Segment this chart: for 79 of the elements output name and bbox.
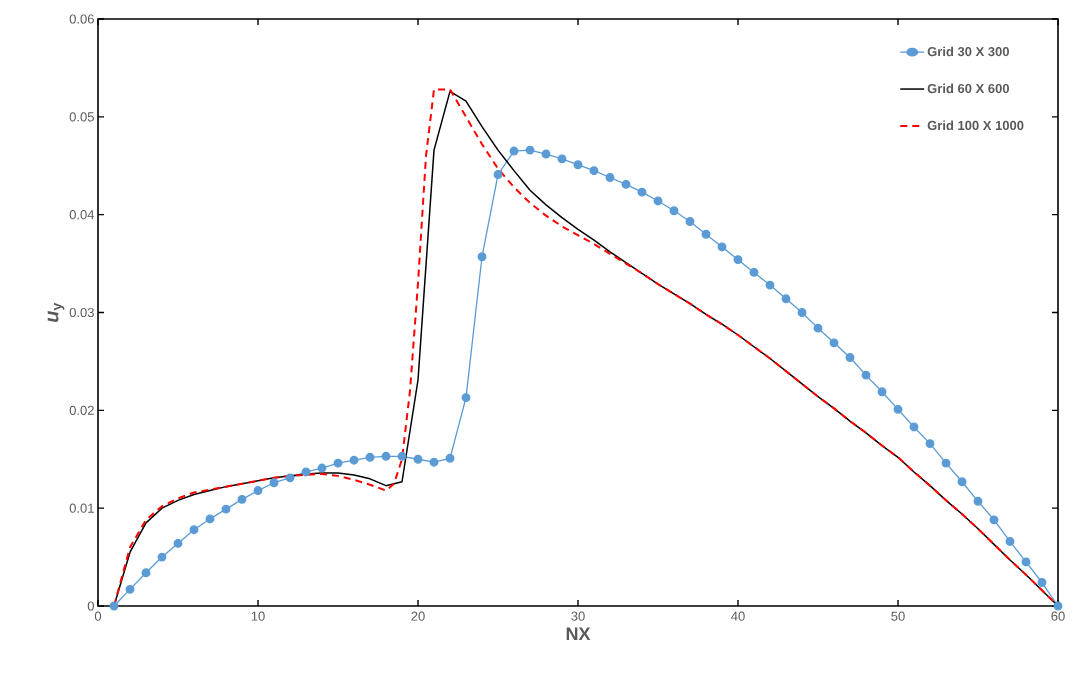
point xyxy=(445,453,455,463)
point xyxy=(493,170,503,179)
point xyxy=(189,525,199,535)
point xyxy=(925,439,935,449)
point xyxy=(877,387,887,397)
point xyxy=(1037,578,1047,587)
point xyxy=(1053,601,1063,611)
y-axis-title: u$_{y}$ xyxy=(47,302,65,322)
point xyxy=(829,338,839,348)
point xyxy=(989,515,999,525)
point xyxy=(861,370,871,380)
x-tick-label: 0 xyxy=(94,611,102,621)
x-tick-label: 30 xyxy=(571,611,585,621)
point xyxy=(941,458,951,468)
point xyxy=(717,242,727,252)
legend-label: Grid 30 X 300 xyxy=(927,46,1009,57)
point xyxy=(477,252,487,262)
point xyxy=(349,455,359,465)
point xyxy=(285,473,295,483)
point xyxy=(605,173,615,182)
point xyxy=(637,187,647,197)
y-tick-label: 0.02 xyxy=(69,405,94,415)
point xyxy=(781,294,791,304)
y-tick-label: 0 xyxy=(87,601,94,611)
point xyxy=(237,494,247,504)
point xyxy=(397,451,407,461)
point xyxy=(957,477,967,487)
point xyxy=(797,308,807,317)
y-tick-label: 0.06 xyxy=(69,14,94,24)
point xyxy=(461,393,471,403)
point xyxy=(621,179,631,189)
point xyxy=(1021,557,1031,567)
x-tick-label: 60 xyxy=(1051,611,1065,621)
point xyxy=(141,568,151,578)
point xyxy=(701,229,711,239)
point xyxy=(909,422,919,432)
point xyxy=(765,280,775,290)
point xyxy=(317,463,327,473)
point xyxy=(301,467,311,477)
y-tick-label: 0.01 xyxy=(69,503,94,513)
point xyxy=(589,166,599,176)
point xyxy=(685,217,695,226)
legend-label: Grid 100 X 1000 xyxy=(927,120,1024,131)
point xyxy=(253,486,263,496)
legend-label: Grid 60 X 600 xyxy=(927,83,1009,94)
point xyxy=(557,154,567,164)
x-tick-label: 50 xyxy=(891,611,905,621)
point xyxy=(973,496,983,506)
point xyxy=(429,457,439,467)
point xyxy=(845,353,855,362)
x-tick-label: 20 xyxy=(411,611,425,621)
y-tick-label: 0.05 xyxy=(69,112,94,122)
x-axis-title: NX xyxy=(566,627,591,640)
point xyxy=(333,458,343,468)
point xyxy=(381,451,391,461)
point xyxy=(733,255,743,265)
y-tick-label: 0.03 xyxy=(69,307,94,318)
point xyxy=(541,149,551,159)
point xyxy=(1005,536,1015,546)
point xyxy=(157,552,167,562)
x-tick-label: 40 xyxy=(731,611,745,621)
point xyxy=(573,160,583,170)
point xyxy=(109,601,119,611)
point xyxy=(525,145,535,155)
point xyxy=(173,538,183,548)
point xyxy=(749,267,759,277)
point xyxy=(813,323,823,333)
point xyxy=(509,146,519,156)
x-tick-label: 10 xyxy=(251,611,265,621)
point xyxy=(893,404,903,414)
point xyxy=(221,504,231,514)
point xyxy=(125,584,135,594)
point xyxy=(269,478,279,488)
point xyxy=(653,196,663,206)
point xyxy=(413,454,423,464)
y-tick-label: 0.04 xyxy=(69,210,95,220)
point xyxy=(365,452,375,462)
point xyxy=(205,514,215,524)
point xyxy=(669,206,679,216)
